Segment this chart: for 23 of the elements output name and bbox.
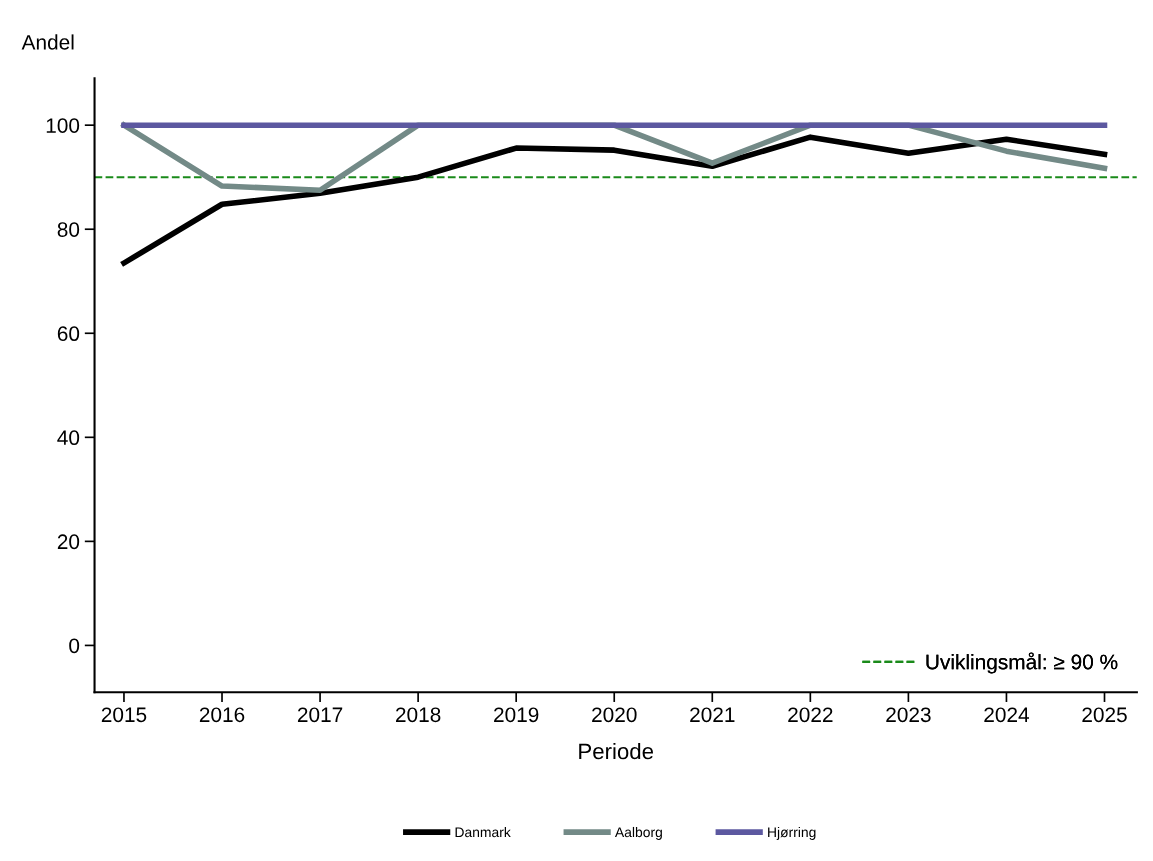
x-tick-label: 2018 bbox=[396, 707, 441, 723]
x-axis-title: Periode bbox=[579, 742, 654, 760]
legend-label: Aalborg bbox=[614, 826, 662, 840]
x-tick-label: 2015 bbox=[101, 707, 147, 723]
y-tick-label: 100 bbox=[46, 118, 80, 133]
y-tick-label: 60 bbox=[57, 326, 80, 342]
x-tick-label: 2022 bbox=[788, 707, 833, 723]
x-tick-label: 2019 bbox=[494, 707, 539, 723]
x-tick-label: 2021 bbox=[690, 707, 735, 723]
legend-label: Hjørring bbox=[768, 826, 816, 840]
x-tick-label: 2025 bbox=[1082, 707, 1127, 723]
x-tick-label: 2024 bbox=[984, 707, 1030, 723]
y-tick-label: 80 bbox=[57, 222, 80, 237]
y-axis-title: Andel bbox=[21, 34, 74, 50]
y-tick-label: 0 bbox=[69, 638, 80, 654]
y-tick-label: 40 bbox=[57, 430, 80, 446]
legend-label: Uviklingsmål: ≥ 90 % bbox=[926, 652, 1118, 674]
x-tick-label: 2020 bbox=[592, 707, 637, 723]
x-tick-label: 2017 bbox=[297, 707, 343, 723]
x-tick-label: 2016 bbox=[199, 707, 245, 723]
x-tick-label: 2023 bbox=[886, 707, 931, 723]
y-tick-label: 20 bbox=[57, 534, 80, 550]
legend-label: Danmark bbox=[455, 826, 511, 838]
